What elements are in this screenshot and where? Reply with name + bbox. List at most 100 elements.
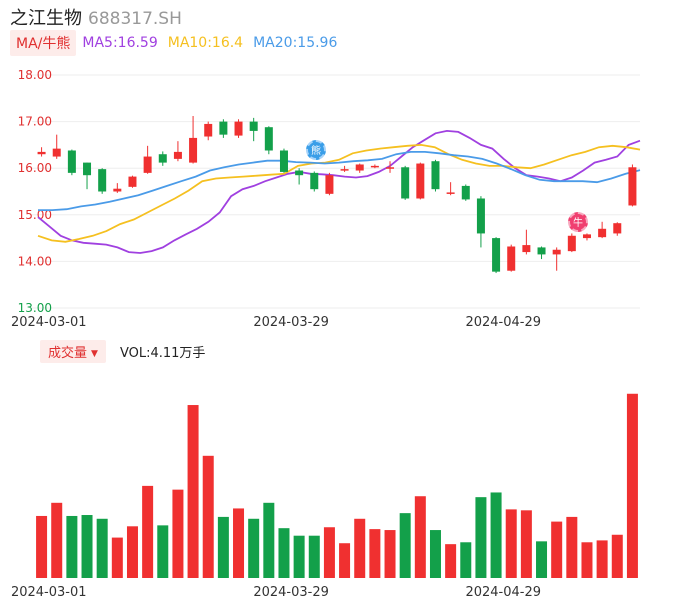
volume-bar[interactable] bbox=[399, 513, 411, 578]
volume-bar[interactable] bbox=[354, 518, 366, 578]
volume-indicator-button[interactable]: 成交量 ▼ bbox=[40, 339, 106, 363]
volume-bar[interactable] bbox=[460, 542, 472, 578]
candle-body[interactable] bbox=[340, 169, 349, 171]
volume-bar[interactable] bbox=[536, 541, 548, 578]
volume-bar[interactable] bbox=[126, 526, 138, 578]
volume-bar[interactable] bbox=[172, 489, 184, 578]
candle-body[interactable] bbox=[83, 162, 92, 176]
stock-title: 之江生物 688317.SH bbox=[10, 4, 182, 30]
volume-bar[interactable] bbox=[187, 405, 199, 578]
volume-bar[interactable] bbox=[36, 515, 48, 578]
volume-bar[interactable] bbox=[596, 540, 608, 578]
y-tick-label: 15.00 bbox=[18, 208, 52, 222]
candle-body[interactable] bbox=[98, 169, 107, 192]
ma10-line bbox=[37, 143, 641, 243]
candle-body[interactable] bbox=[370, 165, 379, 168]
candle-body[interactable] bbox=[173, 151, 182, 159]
x-tick-label: 2024-04-29 bbox=[465, 585, 541, 600]
y-tick-label: 17.00 bbox=[18, 115, 52, 129]
candle-body[interactable] bbox=[401, 167, 410, 199]
volume-value: VOL:4.11万手 bbox=[119, 345, 206, 361]
x-tick-label: 2024-03-01 bbox=[11, 585, 87, 600]
volume-bar[interactable] bbox=[566, 516, 578, 578]
candle-body[interactable] bbox=[476, 198, 485, 234]
volume-bar[interactable] bbox=[475, 497, 487, 578]
volume-bar[interactable] bbox=[611, 534, 623, 578]
volume-bar[interactable] bbox=[581, 542, 593, 578]
x-tick-label: 2024-03-29 bbox=[253, 315, 329, 330]
volume-bar[interactable] bbox=[323, 527, 335, 578]
candle-body[interactable] bbox=[431, 161, 440, 190]
volume-bar[interactable] bbox=[520, 510, 532, 578]
candle-body[interactable] bbox=[264, 127, 273, 151]
candle-body[interactable] bbox=[416, 163, 425, 199]
volume-bar[interactable] bbox=[369, 529, 381, 578]
candle-body[interactable] bbox=[446, 192, 455, 194]
candle-body[interactable] bbox=[295, 170, 304, 176]
candle-body[interactable] bbox=[522, 245, 531, 253]
y-tick-label: 18.00 bbox=[18, 68, 52, 82]
volume-bar[interactable] bbox=[66, 515, 78, 578]
candle-body[interactable] bbox=[52, 148, 61, 157]
volume-bar[interactable] bbox=[490, 492, 502, 578]
volume-indicator-label: 成交量 bbox=[48, 345, 88, 361]
candle-body[interactable] bbox=[325, 175, 334, 194]
volume-bar[interactable] bbox=[217, 516, 229, 578]
candle-body[interactable] bbox=[113, 188, 122, 192]
x-tick-label: 2024-03-29 bbox=[253, 585, 329, 600]
candle-body[interactable] bbox=[249, 121, 258, 131]
volume-bar[interactable] bbox=[626, 393, 638, 578]
volume-bar[interactable] bbox=[308, 535, 320, 578]
candle-body[interactable] bbox=[461, 185, 470, 200]
volume-bar[interactable] bbox=[96, 518, 108, 578]
candle-body[interactable] bbox=[143, 156, 152, 173]
candle-body[interactable] bbox=[567, 235, 576, 252]
y-tick-label: 14.00 bbox=[18, 254, 52, 268]
bear-marker-icon: 熊 bbox=[306, 140, 326, 160]
volume-bar[interactable] bbox=[202, 455, 214, 578]
ma-indicator-button[interactable]: MA/牛熊 bbox=[10, 30, 77, 56]
volume-bar[interactable] bbox=[157, 525, 169, 578]
volume-bar[interactable] bbox=[551, 521, 563, 578]
candle-body[interactable] bbox=[189, 137, 198, 163]
volume-bar[interactable] bbox=[429, 530, 441, 578]
ma20-legend: MA20:15.96 bbox=[253, 35, 338, 51]
candle-body[interactable] bbox=[204, 123, 213, 137]
candle-body[interactable] bbox=[628, 167, 637, 206]
ma5-line bbox=[37, 129, 641, 254]
candle-body[interactable] bbox=[537, 247, 546, 255]
volume-bar[interactable] bbox=[111, 537, 123, 578]
volume-bar[interactable] bbox=[248, 518, 260, 578]
volume-bar[interactable] bbox=[505, 509, 517, 578]
candle-body[interactable] bbox=[507, 246, 516, 271]
candle-body[interactable] bbox=[279, 150, 288, 172]
candle-body[interactable] bbox=[37, 151, 46, 155]
volume-bar[interactable] bbox=[414, 496, 426, 578]
candle-body[interactable] bbox=[67, 150, 76, 173]
bull-marker-icon: 牛 bbox=[568, 212, 588, 232]
volume-bar[interactable] bbox=[445, 544, 457, 578]
candle-body[interactable] bbox=[234, 121, 243, 136]
volume-bar[interactable] bbox=[51, 502, 63, 578]
candle-body[interactable] bbox=[613, 223, 622, 234]
candle-body[interactable] bbox=[552, 249, 561, 255]
candle-body[interactable] bbox=[219, 121, 228, 135]
candle-body[interactable] bbox=[158, 154, 167, 163]
volume-bar[interactable] bbox=[233, 508, 245, 578]
candle-body[interactable] bbox=[386, 167, 395, 169]
volume-bar[interactable] bbox=[263, 502, 275, 578]
volume-bar[interactable] bbox=[384, 530, 396, 578]
candle-body[interactable] bbox=[128, 176, 137, 187]
volume-bar[interactable] bbox=[339, 543, 351, 578]
candle-body[interactable] bbox=[582, 234, 591, 239]
y-tick-label: 16.00 bbox=[18, 161, 52, 175]
candle-body[interactable] bbox=[310, 172, 319, 190]
volume-bar[interactable] bbox=[81, 515, 93, 578]
candle-body[interactable] bbox=[598, 228, 607, 238]
candle-body[interactable] bbox=[492, 238, 501, 272]
volume-bar[interactable] bbox=[278, 528, 290, 578]
volume-bar[interactable] bbox=[142, 485, 154, 578]
volume-bar[interactable] bbox=[293, 535, 305, 578]
candle-body[interactable] bbox=[355, 164, 364, 171]
